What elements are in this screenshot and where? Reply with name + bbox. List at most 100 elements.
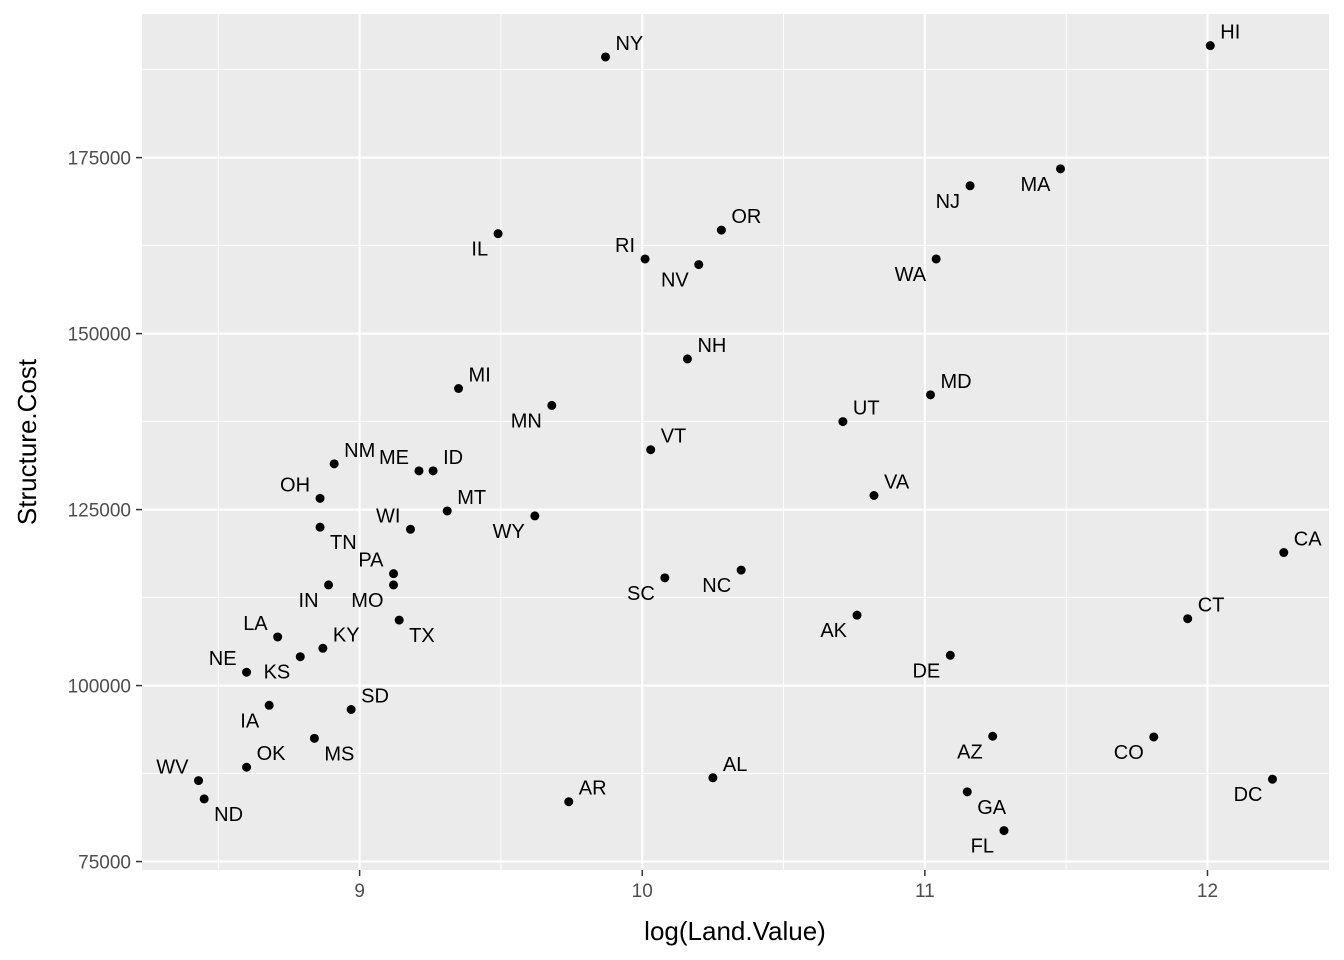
data-point — [694, 260, 704, 270]
point-label: TX — [409, 625, 435, 647]
data-point — [716, 225, 726, 235]
data-point — [264, 700, 274, 710]
data-point — [530, 511, 540, 521]
data-point — [547, 400, 557, 410]
data-point — [962, 787, 972, 797]
data-point — [295, 652, 305, 662]
point-label: AK — [820, 620, 847, 642]
data-point — [869, 491, 879, 500]
data-point — [600, 52, 610, 62]
data-point — [493, 229, 503, 239]
point-label: WA — [895, 264, 927, 286]
point-label: VA — [884, 472, 910, 494]
point-label: AR — [579, 778, 607, 800]
point-label: NM — [344, 440, 375, 462]
point-label: GA — [977, 797, 1007, 819]
x-axis-ticks: 9 10 11 12 — [354, 870, 1218, 902]
data-point — [242, 762, 252, 772]
point-label: SC — [627, 583, 655, 605]
point-label: WV — [156, 757, 189, 779]
point-label: PA — [358, 550, 384, 572]
data-point — [945, 650, 955, 660]
data-point — [454, 384, 464, 393]
x-tick-label: 10 — [632, 881, 653, 902]
y-tick-label: 100000 — [68, 677, 131, 698]
data-point — [682, 354, 692, 364]
data-point — [273, 632, 283, 642]
point-label: NE — [209, 648, 237, 670]
data-point — [199, 794, 209, 804]
data-point — [324, 580, 334, 590]
point-label: OK — [257, 743, 287, 765]
data-point — [428, 466, 438, 476]
data-point — [309, 733, 319, 743]
data-point — [405, 524, 415, 534]
point-label: MS — [324, 743, 354, 765]
data-point — [931, 254, 941, 264]
data-point — [838, 417, 848, 427]
point-label: UT — [853, 398, 880, 420]
major-gridlines — [142, 14, 1329, 870]
y-axis-ticks: 75000 100000 125000 150000 175000 — [68, 149, 142, 874]
y-tick-label: 175000 — [68, 149, 131, 170]
point-label: IL — [471, 239, 488, 261]
x-tick-label: 9 — [354, 881, 365, 902]
data-point — [194, 776, 204, 786]
data-point — [389, 580, 399, 590]
point-label: ME — [379, 447, 409, 469]
data-point — [329, 459, 339, 469]
point-label: KY — [333, 624, 360, 646]
data-point — [315, 522, 325, 532]
point-label: HI — [1220, 22, 1240, 44]
point-label: NJ — [936, 191, 960, 213]
data-point — [999, 826, 1009, 836]
point-label: ID — [443, 447, 463, 469]
point-label: MT — [457, 487, 486, 509]
point-label: WY — [493, 521, 525, 543]
data-point — [346, 705, 356, 714]
point-label: DC — [1234, 784, 1263, 806]
data-point — [389, 569, 399, 579]
data-point — [926, 390, 936, 400]
point-label: OR — [731, 206, 761, 228]
data-point — [414, 466, 424, 476]
x-tick-label: 11 — [915, 881, 935, 902]
point-label: MD — [941, 371, 972, 393]
data-point — [1267, 774, 1277, 784]
point-label: FL — [971, 836, 994, 858]
point-label: IA — [240, 710, 260, 732]
y-tick-label: 150000 — [68, 325, 131, 346]
point-label: OH — [280, 474, 310, 496]
point-label: MO — [351, 590, 383, 612]
data-point — [318, 643, 328, 653]
point-label: AZ — [957, 741, 983, 763]
data-point — [442, 506, 452, 516]
point-label: ND — [214, 804, 243, 826]
point-label: NV — [661, 270, 689, 292]
data-point — [660, 573, 670, 583]
data-point — [1183, 614, 1193, 624]
data-point — [736, 565, 746, 575]
y-axis-title: Structure.Cost — [12, 358, 42, 525]
data-point — [564, 797, 574, 807]
point-label: LA — [243, 613, 268, 635]
data-point — [965, 181, 975, 191]
x-axis-title: log(Land.Value) — [644, 916, 826, 946]
point-label: NH — [697, 335, 726, 357]
point-label: AL — [723, 754, 747, 776]
point-label: CT — [1198, 595, 1225, 617]
point-label: DE — [912, 660, 940, 682]
point-labels: NY HI MA NJ OR IL RI WA NV NH MI MD MN UT VT NM ME ID VA OH… — [156, 22, 1322, 858]
data-point — [640, 254, 650, 264]
point-label: SD — [361, 686, 389, 708]
point-label: VT — [661, 426, 687, 448]
x-tick-label: 12 — [1197, 881, 1218, 902]
point-label: MI — [469, 365, 491, 387]
data-point — [394, 615, 404, 625]
point-label: NC — [702, 575, 731, 597]
point-label: IN — [299, 590, 319, 612]
y-tick-label: 75000 — [78, 853, 131, 874]
data-point — [315, 493, 325, 503]
point-label: CA — [1294, 529, 1322, 551]
